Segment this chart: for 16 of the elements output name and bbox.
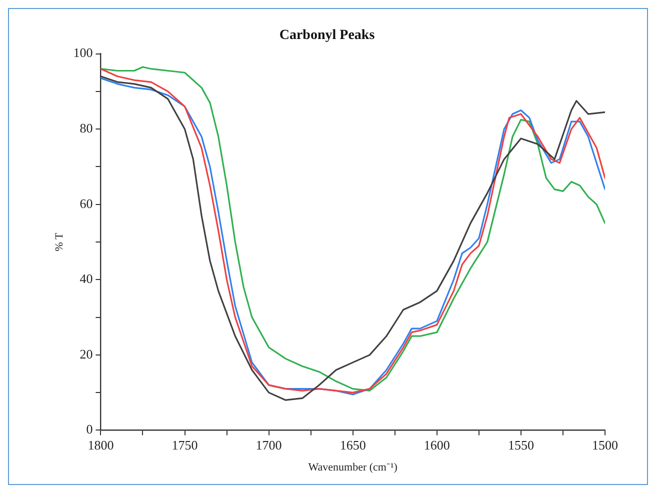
x-tick-label: 1550 (508, 437, 534, 452)
y-tick-label: 80 (80, 120, 93, 136)
x-tick-label: 1750 (172, 437, 198, 452)
y-tick-label: 0 (86, 422, 93, 437)
y-tick-label: 20 (80, 346, 93, 362)
y-tick-label: 60 (80, 196, 93, 211)
x-axis-title: Wavenumber (cm⁻¹) (308, 461, 398, 474)
x-tick-label: 1800 (88, 437, 114, 452)
y-tick-label: 40 (80, 271, 93, 286)
x-tick-label: 1500 (592, 437, 618, 452)
y-tick-label: 100 (73, 45, 93, 60)
x-tick-label: 1700 (256, 437, 282, 452)
y-axis-title: % T (53, 232, 66, 252)
chart-title: Carbonyl Peaks (279, 28, 376, 44)
x-tick-label: 1650 (340, 437, 366, 452)
x-tick-label: 1600 (424, 437, 450, 452)
